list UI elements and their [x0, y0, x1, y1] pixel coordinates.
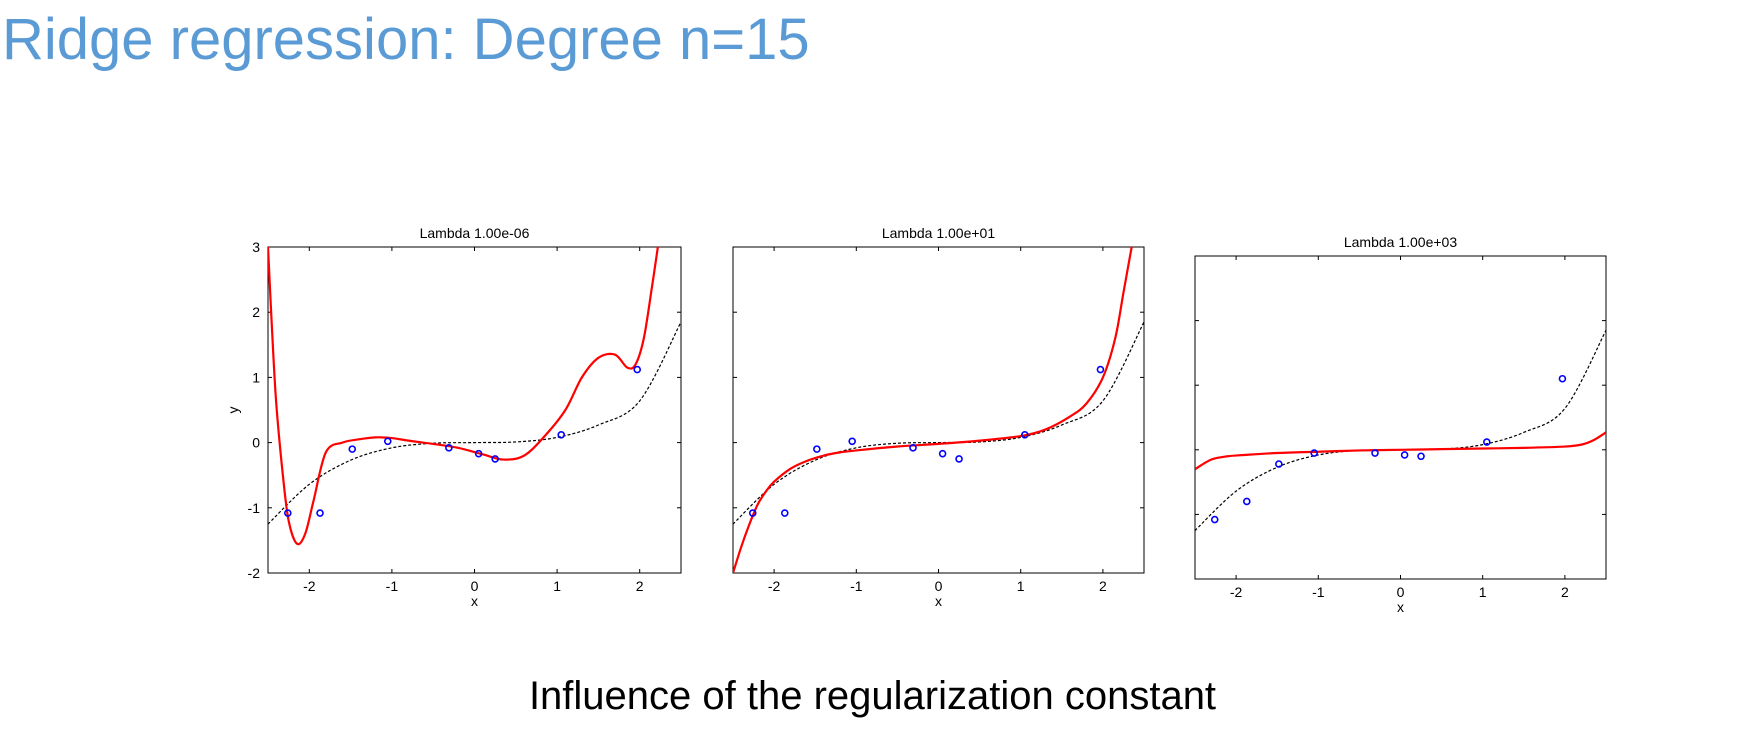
axes-frame	[1194, 255, 1607, 580]
data-point	[284, 509, 292, 517]
x-tick-label: -2	[1230, 584, 1243, 600]
x-tick-label: 2	[636, 578, 644, 594]
x-tick-label: -1	[850, 578, 863, 594]
subplot-lambda-1e+01: -2 -1 0 1 2 Lambda 1.00e+01 x	[732, 225, 1145, 609]
true-function-curve	[733, 321, 1144, 525]
data-point	[474, 449, 483, 458]
data-point	[813, 445, 821, 453]
data-point	[633, 365, 642, 374]
data-point	[445, 444, 453, 452]
x-tick-label: 0	[1397, 584, 1405, 600]
ridge-fit-curve	[268, 247, 659, 546]
y-axis-label: y	[225, 407, 241, 414]
data-point	[1400, 451, 1409, 459]
plot-series-group	[268, 247, 681, 546]
true-function-curve	[268, 321, 681, 525]
x-tick-label: 1	[1479, 584, 1487, 600]
data-point	[316, 509, 324, 517]
x-axis-label: x	[935, 593, 942, 609]
data-point	[1483, 438, 1491, 446]
data-point	[1417, 452, 1425, 461]
y-tick-label: 1	[252, 369, 260, 385]
ridge-fit-curve	[733, 247, 1133, 573]
data-point	[1096, 365, 1105, 374]
x-tick-label: -2	[768, 578, 781, 594]
data-point	[1242, 497, 1251, 506]
x-axis-label: x	[1397, 599, 1404, 615]
y-tick-label: 2	[252, 304, 260, 320]
x-tick-label: -1	[1312, 584, 1325, 600]
x-tick-label: -2	[303, 578, 316, 594]
plot-title: Lambda 1.00e+03	[1344, 234, 1457, 250]
x-tick-label: 2	[1561, 584, 1569, 600]
plot-series-group	[733, 247, 1144, 573]
plot-series-group	[1195, 330, 1606, 531]
axes-frame	[267, 246, 682, 574]
data-point	[909, 444, 917, 452]
data-point	[955, 455, 963, 463]
data-point	[1310, 449, 1318, 457]
y-tick-label: -1	[248, 500, 261, 516]
data-point	[1558, 374, 1567, 383]
data-point	[1210, 515, 1219, 524]
data-point	[557, 430, 566, 439]
data-point	[491, 455, 499, 463]
x-tick-label: 1	[553, 578, 561, 594]
subplot-lambda-1e-06: -2 -1 0 1 2 -2 -1 0 1 2 3 Lambda 1.00e-06 x y	[225, 225, 682, 609]
data-point	[748, 509, 757, 517]
x-tick-label: 2	[1099, 578, 1107, 594]
data-point	[780, 509, 789, 517]
x-tick-label: 1	[1017, 578, 1025, 594]
x-tick-label: 0	[471, 578, 479, 594]
axes-frame	[732, 246, 1145, 574]
data-point	[1371, 449, 1379, 457]
true-function-curve	[1195, 330, 1606, 531]
data-point	[1021, 430, 1029, 439]
x-tick-label: -1	[386, 578, 399, 594]
subplot-lambda-1e+03: -2 -1 0 1 2 Lambda 1.00e+03 x	[1194, 234, 1607, 615]
data-point	[848, 437, 856, 446]
ridge-fit-curve	[1195, 431, 1606, 471]
data-point	[348, 445, 357, 453]
y-tick-label: 0	[252, 435, 260, 451]
slide-caption: Influence of the regularization constant	[528, 674, 1217, 718]
plot-title: Lambda 1.00e-06	[420, 225, 530, 241]
data-point	[1275, 460, 1283, 468]
plot-title: Lambda 1.00e+01	[882, 225, 995, 241]
data-point	[383, 437, 392, 446]
y-tick-label: -2	[248, 565, 261, 581]
data-point	[938, 449, 947, 458]
y-tick-label: 3	[252, 239, 260, 255]
slide-title: Ridge regression: Degree n=15	[2, 7, 810, 72]
x-axis-label: x	[471, 593, 478, 609]
x-tick-label: 0	[935, 578, 943, 594]
